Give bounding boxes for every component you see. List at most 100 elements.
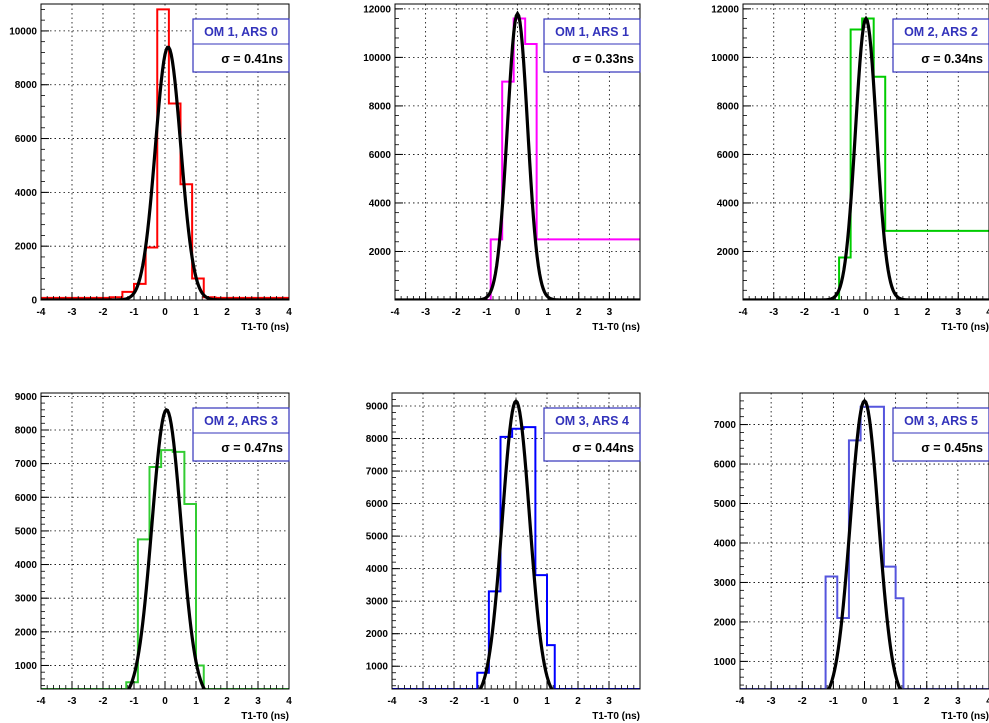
x-tick-label: 0 <box>515 307 521 318</box>
y-tick-label: 4000 <box>15 188 38 199</box>
x-tick-label: 0 <box>862 696 868 707</box>
x-tick-label: -1 <box>130 696 139 707</box>
y-tick-label: 4000 <box>366 564 389 575</box>
y-tick-label: 7000 <box>366 467 389 478</box>
gaussian-fit-curve <box>478 398 554 689</box>
y-tick-label: 2000 <box>366 629 389 640</box>
y-tick-label: 1000 <box>714 657 737 668</box>
y-tick-label: 6000 <box>15 493 38 504</box>
x-tick-label: 2 <box>925 307 931 318</box>
y-tick-label: 1000 <box>366 662 389 673</box>
y-tick-label: 3000 <box>714 578 737 589</box>
x-axis-title: T1-T0 (ns) <box>592 322 640 333</box>
y-tick-label: 9000 <box>15 392 38 403</box>
legend-box <box>192 407 290 462</box>
legend-title: OM 1, ARS 0 <box>204 25 278 39</box>
x-tick-label: -3 <box>767 696 776 707</box>
x-axis-title: T1-T0 (ns) <box>941 322 989 333</box>
legend-sigma-label: σ = 0.41ns <box>221 52 283 66</box>
x-tick-label: -2 <box>450 696 459 707</box>
x-tick-label: -4 <box>388 696 397 707</box>
x-tick-label: 4 <box>986 696 989 707</box>
legend-sigma-label: σ = 0.45ns <box>921 441 983 455</box>
y-tick-label: 2000 <box>369 247 392 258</box>
gaussian-fit-curve <box>743 15 989 300</box>
chart-panel-6: -4 -3 -2 -1 0 1 2 3 4 1000 2000 3000 4000 5000 6000 700… <box>714 392 989 722</box>
legend-sigma-label: σ = 0.33ns <box>572 52 634 66</box>
x-tick-label: 3 <box>955 696 961 707</box>
y-tick-label: 7000 <box>714 420 737 431</box>
legend-title: OM 2, ARS 3 <box>204 414 278 428</box>
x-tick-label: 1 <box>893 696 899 707</box>
x-tick-label: 4 <box>986 307 989 318</box>
x-tick-label: -1 <box>482 307 491 318</box>
y-tick-label: 8000 <box>15 80 38 91</box>
y-tick-label: 4000 <box>717 198 740 209</box>
x-tick-label: 0 <box>162 307 168 318</box>
x-tick-label: -1 <box>130 307 139 318</box>
x-tick-label: -3 <box>421 307 430 318</box>
gaussian-fit-curve <box>41 45 289 300</box>
gaussian-fit-curve <box>827 398 902 689</box>
x-tick-label: -1 <box>829 696 838 707</box>
legend-title: OM 1, ARS 1 <box>555 25 629 39</box>
y-tick-label: 2000 <box>714 617 737 628</box>
x-tick-label: -2 <box>99 307 108 318</box>
x-tick-label: -4 <box>736 696 745 707</box>
x-tick-label: -1 <box>481 696 490 707</box>
x-tick-label: -3 <box>419 696 428 707</box>
y-tick-label: 2000 <box>15 242 38 253</box>
y-tick-label: 10000 <box>9 26 37 37</box>
chart-panel-1: -4 -3 -2 -1 0 1 2 3 4 0 2000 4000 6000 8000 10000 T1-T0… <box>9 3 292 333</box>
y-tick-label: 12000 <box>711 4 739 15</box>
chart-panel-3: -4 -3 -2 -1 0 1 2 3 4 2000 4000 6000 8000 10000 12000 T… <box>711 3 989 333</box>
x-tick-label: -4 <box>37 307 46 318</box>
y-tick-label: 5000 <box>15 526 38 537</box>
x-axis-title: T1-T0 (ns) <box>241 711 289 722</box>
y-tick-label: 9000 <box>366 402 389 413</box>
legend-box <box>543 18 641 73</box>
x-axis-title: T1-T0 (ns) <box>592 711 640 722</box>
x-tick-label: -3 <box>68 307 77 318</box>
x-tick-label: -1 <box>831 307 840 318</box>
y-tick-label: 8000 <box>717 101 740 112</box>
y-tick-label: 5000 <box>366 532 389 543</box>
y-tick-label: 2000 <box>717 247 740 258</box>
x-tick-label: 3 <box>606 696 612 707</box>
x-tick-label: 1 <box>894 307 900 318</box>
chart-panel-2: -4 -3 -2 -1 0 1 2 3 2000 4000 6000 8000 10000 12000 T1… <box>363 3 641 333</box>
y-tick-label: 5000 <box>714 499 737 510</box>
x-tick-label: 1 <box>545 307 551 318</box>
x-tick-label: -4 <box>391 307 400 318</box>
x-axis-title: T1-T0 (ns) <box>241 322 289 333</box>
y-tick-label: 6000 <box>714 460 737 471</box>
gaussian-fit-curve <box>126 407 207 689</box>
y-tick-label: 7000 <box>15 459 38 470</box>
x-tick-label: 2 <box>576 307 582 318</box>
x-tick-label: 1 <box>544 696 550 707</box>
legend-title: OM 2, ARS 2 <box>904 25 978 39</box>
legend-sigma-label: σ = 0.44ns <box>572 441 634 455</box>
x-tick-label: 2 <box>224 307 230 318</box>
y-tick-label: 8000 <box>15 426 38 437</box>
x-tick-label: -2 <box>99 696 108 707</box>
x-tick-label: 3 <box>955 307 961 318</box>
y-tick-label: 3000 <box>15 594 38 605</box>
y-tick-label: 8000 <box>366 434 389 445</box>
gaussian-fit-curve <box>395 10 640 300</box>
x-tick-label: 4 <box>286 696 292 707</box>
chart-panel-5: -4 -3 -2 -1 0 1 2 3 1000 2000 3000 4000 5000 6000 7000… <box>366 392 641 722</box>
x-tick-label: 0 <box>513 696 519 707</box>
x-tick-label: -2 <box>798 696 807 707</box>
x-tick-label: 1 <box>193 307 199 318</box>
x-axis-title: T1-T0 (ns) <box>941 711 989 722</box>
legend-title: OM 3, ARS 5 <box>904 414 978 428</box>
y-tick-label: 10000 <box>711 53 739 64</box>
y-tick-label: 8000 <box>369 101 392 112</box>
y-tick-label: 0 <box>31 296 37 307</box>
y-tick-label: 3000 <box>366 597 389 608</box>
x-tick-label: -4 <box>739 307 748 318</box>
y-tick-label: 10000 <box>363 53 391 64</box>
y-tick-label: 4000 <box>369 198 392 209</box>
